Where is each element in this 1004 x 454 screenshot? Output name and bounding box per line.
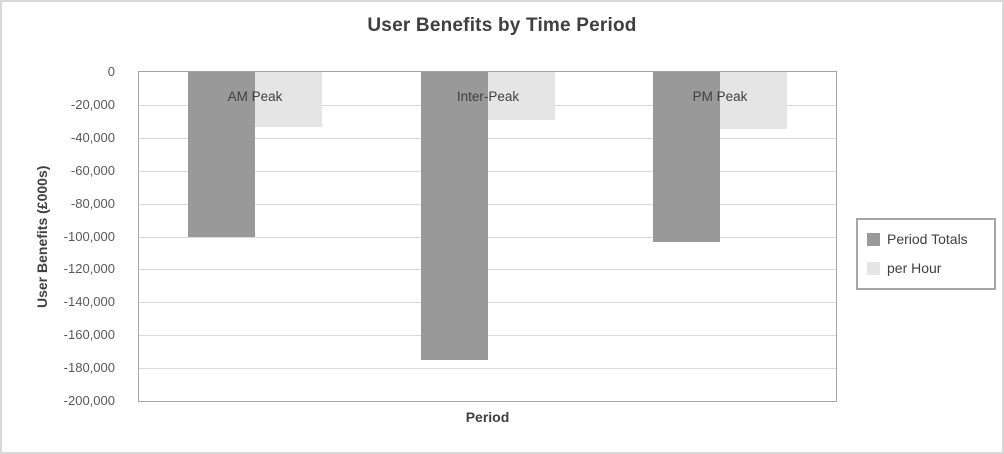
y-tick-label: -120,000 — [63, 261, 115, 277]
bar-period-totals-pm-peak — [653, 72, 720, 242]
legend-item-label: Period Totals — [887, 231, 968, 247]
x-axis-title: Period — [465, 409, 510, 425]
legend: Period Totals per Hour — [856, 218, 996, 290]
y-tick-label: -180,000 — [63, 360, 115, 376]
category-label-am-peak: AM Peak — [227, 89, 283, 104]
y-tick-label: -160,000 — [63, 327, 115, 343]
legend-item-per-hour: per Hour — [867, 260, 985, 276]
y-tick-label: -80,000 — [70, 195, 115, 211]
legend-swatch-icon — [867, 261, 880, 275]
plot-area: AM Peak Inter-Peak PM Peak — [138, 71, 837, 402]
y-tick-label: -200,000 — [63, 393, 115, 408]
y-tick-label: -40,000 — [70, 129, 115, 145]
legend-item-label: per Hour — [887, 260, 942, 276]
y-tick-label: -20,000 — [70, 96, 115, 112]
y-tick-label: 0 — [107, 64, 115, 79]
bar-period-totals-inter-peak — [421, 72, 488, 360]
bar-per-hour-am-peak — [255, 72, 322, 127]
category-label-pm-peak: PM Peak — [692, 89, 748, 104]
bar-period-totals-am-peak — [188, 72, 255, 237]
y-tick-label: -100,000 — [63, 228, 115, 244]
y-tick-label: -140,000 — [63, 294, 115, 310]
gridline — [139, 368, 836, 369]
bar-per-hour-inter-peak — [488, 72, 555, 120]
chart-title: User Benefits by Time Period — [367, 15, 637, 36]
legend-swatch-icon — [867, 232, 880, 246]
y-tick-label: -60,000 — [70, 162, 115, 178]
category-label-inter-peak: Inter-Peak — [456, 89, 520, 104]
legend-item-period-totals: Period Totals — [867, 231, 985, 247]
bar-per-hour-pm-peak — [720, 72, 787, 129]
